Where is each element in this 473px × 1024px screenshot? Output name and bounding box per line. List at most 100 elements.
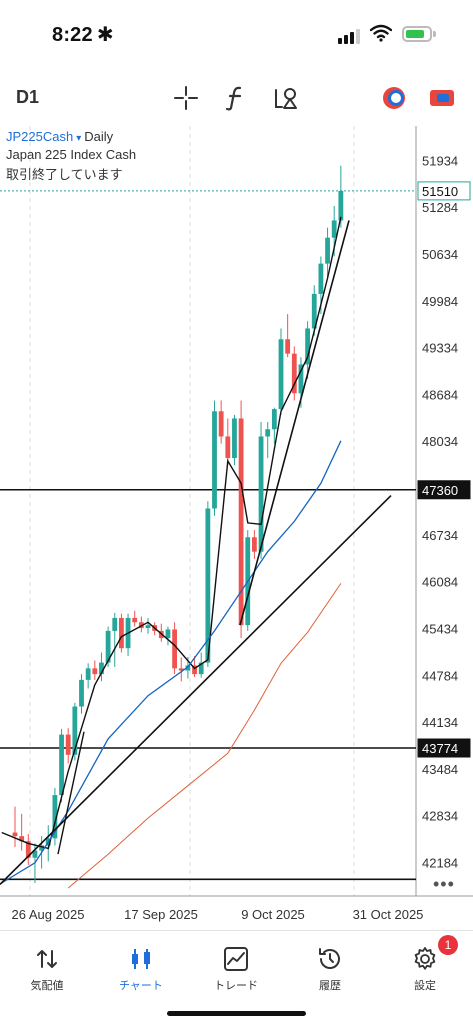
y-tick-label: 46084 (422, 575, 458, 590)
candle-body (25, 841, 31, 858)
wifi-icon (370, 24, 392, 42)
level-price-label: 47360 (422, 483, 458, 498)
candle-body (325, 237, 330, 264)
candle-body (132, 617, 138, 623)
candle-body (59, 734, 64, 796)
bid-price-label-box (417, 181, 471, 201)
bid-price-label: 51510 (422, 184, 458, 199)
chart-icon (132, 949, 150, 969)
timeframe-button[interactable]: D1 (16, 87, 40, 107)
candle-body (252, 537, 257, 552)
y-tick-label: 44784 (422, 668, 458, 683)
market-status: 取引終了しています (6, 167, 123, 182)
candle-body (79, 679, 84, 707)
status-bar: 8:22 ✱ (0, 0, 473, 70)
symbol-name[interactable]: JP225Cash (6, 129, 74, 144)
battery-icon (402, 26, 432, 42)
ma-fast-line (1, 216, 342, 850)
candle-body (285, 339, 291, 354)
candle-body (39, 845, 44, 851)
candle-body (338, 190, 344, 221)
settings-badge: 1 (438, 935, 458, 955)
candle-body (19, 836, 25, 842)
y-tick-label: 50634 (422, 247, 458, 262)
cellular-signal-icon (338, 28, 362, 44)
settings-icon (414, 947, 436, 970)
trend-line-short (57, 731, 85, 855)
candle-body (65, 734, 71, 755)
tab-settings[interactable]: 1 設定 (378, 931, 472, 1001)
tab-chart-label: チャート (119, 980, 163, 992)
chart-period: Daily (84, 129, 114, 144)
candle-body (32, 850, 38, 858)
y-tick-label: 49984 (422, 294, 458, 309)
quotes-icon (37, 950, 57, 968)
candle-body (305, 328, 310, 365)
history-icon (319, 948, 340, 969)
candle-body (112, 617, 118, 631)
candle-body (72, 706, 78, 755)
y-tick-label: 51284 (422, 200, 458, 215)
candle-body (145, 625, 151, 629)
crosshair-icon[interactable] (172, 84, 200, 112)
trend-line-long (0, 494, 392, 885)
x-tick-label: 26 Aug 2025 (11, 907, 84, 922)
chart-canvas[interactable]: 26 Aug 2025 17 Sep 2025 9 Oct 2025 31 Oct 2… (0, 126, 473, 930)
candle-body (218, 411, 224, 437)
chart-toolbar: D1 (0, 70, 473, 126)
tab-settings-label: 設定 (414, 980, 436, 992)
candle-body (232, 418, 237, 459)
candle-body (185, 665, 191, 671)
status-extra-icon: ✱ (96, 24, 114, 46)
ma-mid-line (1, 440, 342, 884)
symbol-dropdown-icon[interactable]: ▾ (76, 133, 82, 144)
x-tick-label: 9 Oct 2025 (241, 907, 305, 922)
tab-history[interactable]: 履歴 (283, 931, 377, 1001)
candle-body (198, 662, 204, 675)
tab-trade[interactable]: トレード (189, 931, 283, 1001)
candle-body (92, 668, 98, 675)
tab-trade-label: トレード (214, 980, 258, 992)
candle-body (205, 508, 211, 663)
tab-quotes[interactable]: 気配値 (0, 931, 94, 1001)
x-tick-label: 31 Oct 2025 (353, 907, 424, 922)
battery-tip (433, 31, 436, 37)
y-tick-label: 46734 (422, 528, 458, 543)
level-price-label: 43774 (422, 741, 458, 756)
candle-body (178, 668, 184, 671)
more-options-icon[interactable]: ••• (433, 874, 455, 894)
candle-body (12, 832, 18, 837)
symbol-header[interactable]: JP225Cash ▾ Daily (6, 129, 113, 144)
y-tick-label: 42184 (422, 856, 458, 871)
home-indicator (167, 1011, 306, 1016)
candle-body (298, 364, 304, 394)
level-price-label-box (417, 738, 471, 758)
y-tick-label: 48684 (422, 387, 458, 402)
candle-body (318, 263, 324, 294)
candle-body (225, 436, 231, 459)
candle-body (52, 795, 58, 839)
tab-chart[interactable]: チャート (94, 931, 188, 1001)
candle-body (278, 339, 284, 410)
candle-body (265, 429, 271, 437)
indicators-icon[interactable] (222, 84, 250, 112)
y-tick-label: 44134 (422, 715, 458, 730)
price-chart[interactable]: 26 Aug 2025 17 Sep 2025 9 Oct 2025 31 Oct 2… (0, 126, 473, 930)
candle-body (119, 617, 124, 649)
one-click-trading-icon[interactable] (428, 84, 456, 112)
candle-body (212, 411, 217, 509)
candle-body (331, 220, 337, 238)
candle-body (258, 436, 264, 552)
trade-signals-icon[interactable] (380, 84, 408, 112)
trade-icon (224, 947, 248, 971)
status-time: 8:22 ✱ (52, 22, 114, 47)
y-tick-label: 51934 (422, 153, 458, 168)
bottom-tab-bar: 気配値 チャート トレード 履歴 1 設定 (0, 930, 473, 1024)
y-tick-label: 42834 (422, 809, 458, 824)
candle-body (105, 630, 111, 663)
candle-body (311, 293, 317, 329)
candle-body (85, 668, 91, 680)
y-tick-label: 43484 (422, 762, 458, 777)
level-price-label-box (417, 480, 471, 500)
objects-icon[interactable] (272, 84, 300, 112)
